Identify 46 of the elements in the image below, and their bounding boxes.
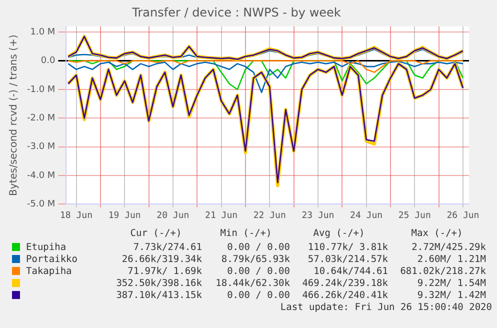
text: Cur (-/+) [129,228,183,241]
y-tick-label: -1.0 M [27,84,56,95]
x-tick-label: 24 Jun [350,210,383,221]
text: 10.64k/744.61 [312,266,388,276]
text: 9.22M/ 1.54M [416,278,486,288]
x-tick-label: 20 Jun [156,210,190,221]
x-tick-label: 18 Jun [60,210,93,221]
text: 0.00 / 0.00 [226,290,290,300]
y-axis-title: Bytes/second rcvd (-) / trans (+) [8,34,20,196]
y-tick-label: -5.0 M [27,200,56,210]
text: Last update: Fri Jun 26 15:00:40 2020 [279,302,492,313]
text: 466.26k/240.41k [301,290,388,300]
text: 7.73k/274.61 [132,242,202,252]
x-tick-label: 21 Jun [205,210,238,221]
text: 18.44k/62.30k [214,278,290,288]
text: 110.77k/ 3.81k [306,242,388,252]
y-tick-label: 0.0 [40,56,56,66]
x-tick-label: 23 Jun [302,210,334,221]
text: 8.79k/65.93k [220,254,290,264]
x-tick-label: 22 Jun [253,210,286,221]
x-tick-label: 25 Jun [398,210,431,221]
y-tick-label: -3.0 M [27,142,56,152]
x-tick-label: 26 Jun [446,210,480,221]
text: Min (-/+) [219,228,273,241]
y-tick-label: -4.0 M [27,170,56,181]
text: 71.97k/ 1.69k [126,266,202,276]
y-tick-label: 1.0 M [30,27,56,38]
text: 57.03k/214.57k [306,254,388,264]
legend-label: Etupiha [26,242,68,252]
legend-label: Takapiha [26,266,73,276]
text: 681.02k/218.27k [399,266,486,276]
text: Max (-/+) [410,228,464,241]
text: 352.50k/398.16k [115,278,202,288]
text: 469.24k/239.18k [301,278,388,288]
legend-label: Portaikko [26,254,78,264]
chart-title: Transfer / device : NWPS - by week [131,5,341,20]
text: Avg (-/+) [312,228,366,241]
text: 2.60M/ 1.21M [416,254,486,264]
text: 26.66k/319.34k [120,254,202,264]
x-tick-label: 19 Jun [108,210,141,221]
y-tick-label: -2.0 M [27,114,56,124]
text: 0.00 / 0.00 [226,242,290,252]
text: 0.00 / 0.00 [226,266,290,276]
text: 9.32M/ 1.42M [416,290,486,300]
text: 2.72M/425.29k [410,242,486,252]
text: 387.10k/413.15k [115,290,202,300]
